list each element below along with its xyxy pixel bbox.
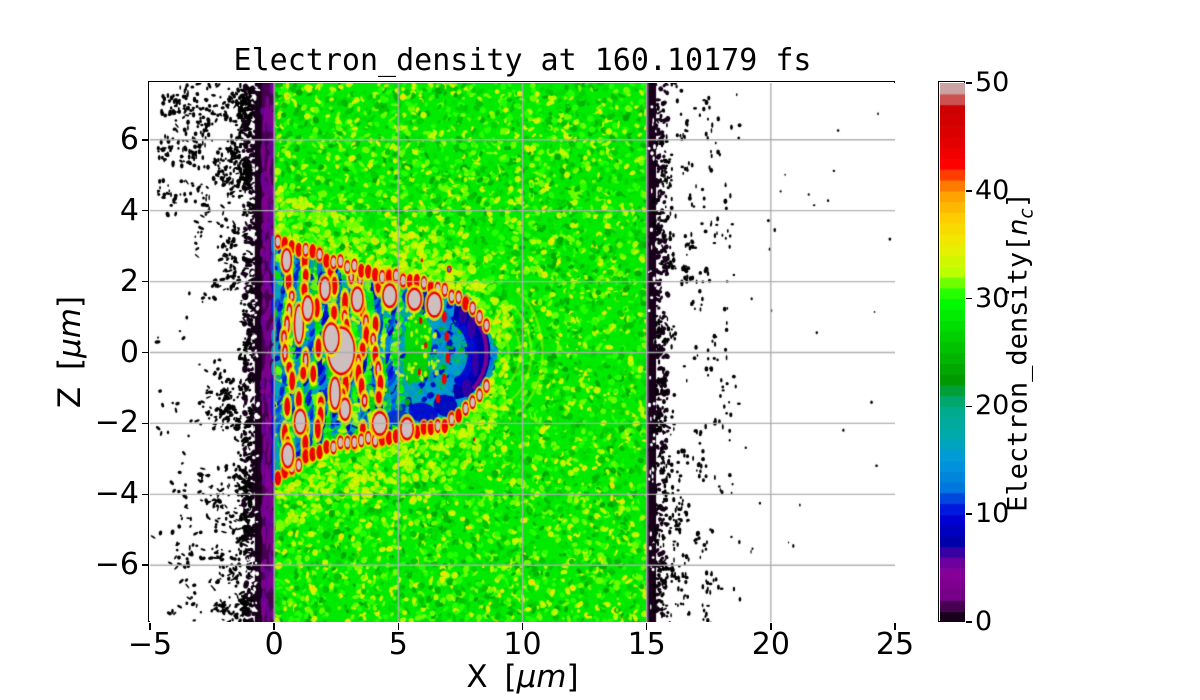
- colorbar-tick-mark: [965, 513, 972, 515]
- y-tick-mark: [141, 138, 149, 141]
- chart-title: Electron_density at 160.10179 fs: [233, 43, 812, 78]
- y-tick-label: 2: [119, 263, 139, 299]
- x-tick-mark: [521, 622, 524, 630]
- colorbar-label: Electron_density[nc]: [1002, 192, 1042, 512]
- colorbar-tick-mark: [965, 621, 972, 623]
- y-tick-mark: [141, 351, 149, 354]
- colorbar-label-variable: n: [1002, 218, 1034, 236]
- x-axis-unit: μm: [516, 659, 567, 695]
- x-tick-label: 0: [264, 627, 284, 662]
- y-tick-label: −2: [94, 405, 139, 441]
- heatmap-canvas: [150, 83, 895, 622]
- x-axis-label-suffix: ]: [566, 659, 579, 695]
- x-tick-mark: [770, 622, 772, 630]
- y-axis-label-suffix: ]: [52, 295, 88, 308]
- colorbar-label-subscript: c: [1016, 208, 1038, 219]
- colorbar-label-prefix: Electron_density[: [1002, 235, 1034, 512]
- x-tick-mark: [149, 622, 151, 630]
- colorbar-tick-label: 30: [975, 282, 1010, 314]
- colorbar-tick-label: 20: [975, 390, 1010, 422]
- y-tick-mark: [141, 209, 149, 212]
- colorbar-tick-mark: [965, 82, 972, 84]
- x-tick-label: −5: [127, 627, 173, 662]
- x-tick-mark: [645, 622, 648, 630]
- x-tick-label: 20: [751, 627, 790, 662]
- y-tick-label: −4: [94, 476, 139, 512]
- colorbar-tick-mark: [965, 297, 972, 300]
- y-tick-mark: [141, 422, 149, 425]
- y-tick-mark: [141, 280, 149, 283]
- colorbar-tick-label: 0: [975, 606, 993, 637]
- x-tick-mark: [894, 622, 896, 630]
- colorbar-tick-label: 10: [975, 498, 1010, 530]
- colorbar-tick-label: 40: [975, 174, 1010, 206]
- colorbar-tick-mark: [965, 190, 972, 192]
- x-tick-mark: [397, 622, 400, 630]
- y-tick-label: 4: [119, 192, 139, 228]
- x-axis-label-prefix: X [: [466, 659, 517, 695]
- y-tick-mark: [141, 493, 149, 496]
- x-tick-label: 10: [503, 627, 542, 662]
- y-tick-mark: [141, 564, 149, 567]
- x-tick-label: 25: [875, 627, 915, 662]
- y-tick-label: 0: [119, 334, 139, 370]
- x-tick-label: 15: [627, 627, 666, 662]
- x-tick-mark: [273, 622, 275, 630]
- x-axis-label: X [μm]: [150, 660, 895, 694]
- x-tick-label: 5: [388, 627, 408, 662]
- y-tick-label: 6: [119, 121, 139, 157]
- colorbar-tick-mark: [965, 405, 972, 408]
- colorbar: [940, 83, 965, 622]
- y-tick-label: −6: [94, 547, 139, 583]
- colorbar-tick-label: 50: [975, 67, 1010, 98]
